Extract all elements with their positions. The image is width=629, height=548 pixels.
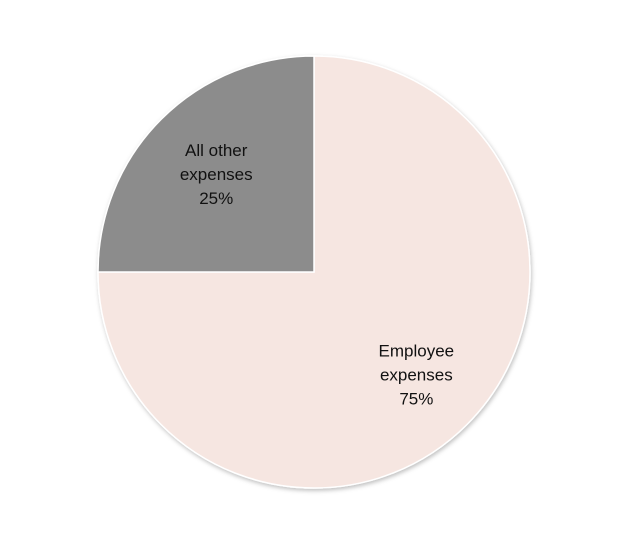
pie-slices bbox=[97, 55, 531, 489]
slice-label-employee-expenses: Employee expenses 75% bbox=[379, 341, 455, 408]
slice-label-line: expenses bbox=[380, 365, 453, 384]
slice-label-all-other-expenses: All other expenses 25% bbox=[180, 141, 253, 208]
slice-label-line: expenses bbox=[180, 165, 253, 184]
slice-label-line: All other bbox=[185, 141, 248, 160]
slice-label-line: 25% bbox=[199, 189, 233, 208]
slice-label-line: 75% bbox=[399, 389, 433, 408]
slice-label-line: Employee bbox=[379, 341, 455, 360]
pie-labels: Employee expenses 75% All other expenses 25% bbox=[180, 141, 454, 408]
pie-slice-all-other-expenses bbox=[97, 55, 315, 273]
